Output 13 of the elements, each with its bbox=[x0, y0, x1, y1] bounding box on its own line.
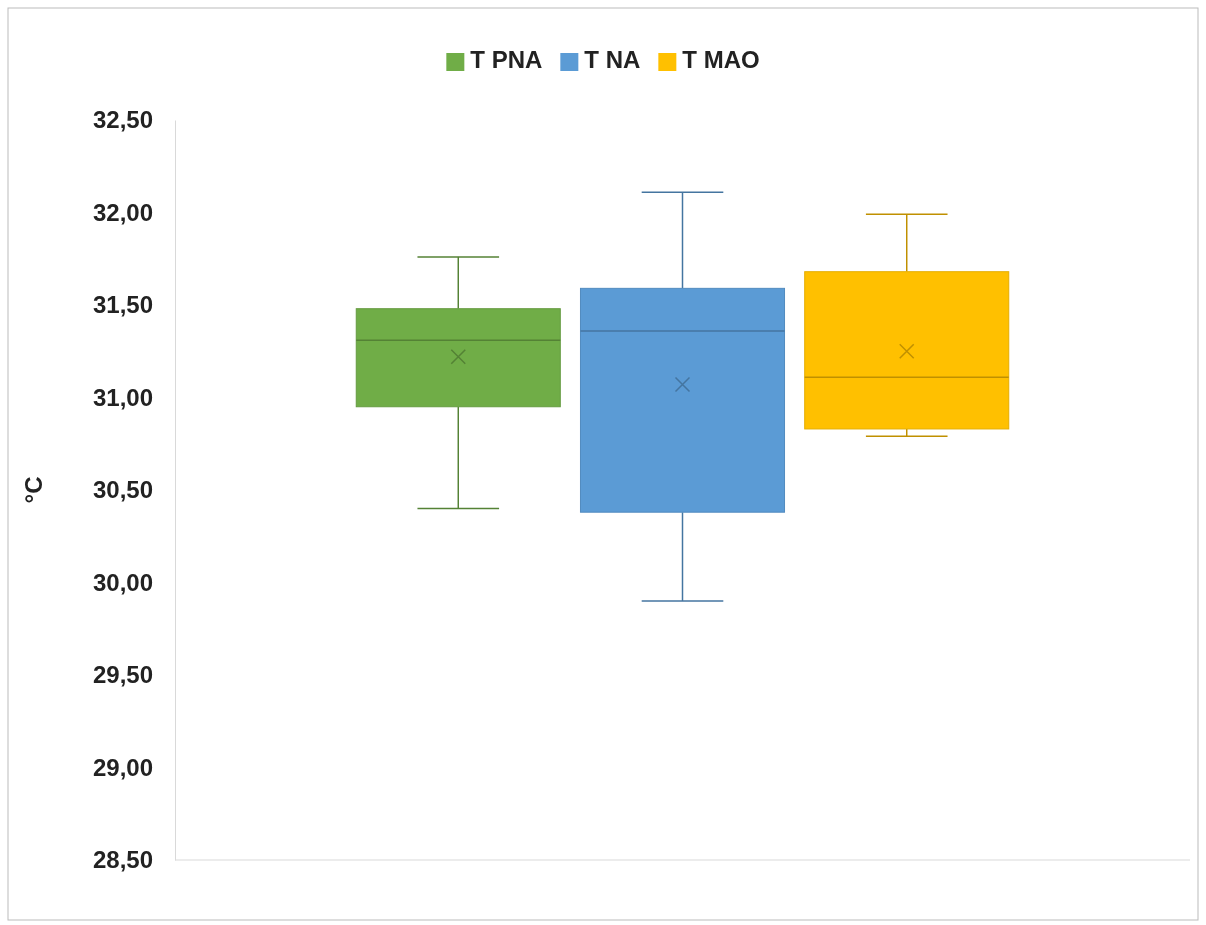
y-tick-label: 32,00 bbox=[92, 198, 153, 226]
y-tick-label: 30,50 bbox=[92, 476, 153, 504]
y-tick-label: 31,00 bbox=[92, 383, 153, 411]
legend-label: T MAO bbox=[682, 46, 760, 73]
y-tick-label: 31,50 bbox=[92, 291, 153, 319]
y-tick-label: 29,50 bbox=[92, 661, 153, 689]
y-tick-label: 32,50 bbox=[92, 106, 153, 134]
y-axis-title: °C bbox=[20, 476, 47, 504]
legend-label: T NA bbox=[584, 46, 641, 73]
y-tick-label: 29,00 bbox=[92, 753, 153, 781]
y-tick-label: 30,00 bbox=[92, 568, 153, 596]
y-tick-label: 28,50 bbox=[92, 846, 153, 874]
legend-label: T PNA bbox=[470, 46, 543, 73]
